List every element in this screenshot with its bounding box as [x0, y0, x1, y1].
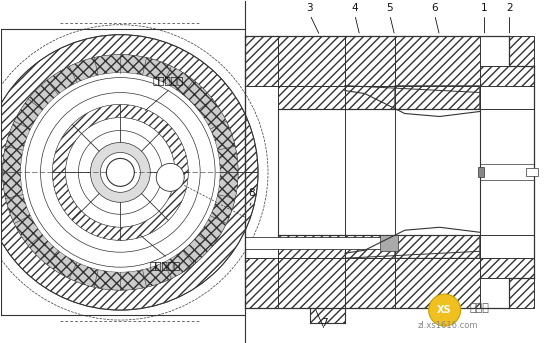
- Polygon shape: [3, 55, 238, 290]
- Text: 5: 5: [386, 3, 393, 13]
- Circle shape: [78, 130, 162, 214]
- Polygon shape: [510, 36, 535, 66]
- Polygon shape: [278, 85, 345, 108]
- Polygon shape: [245, 36, 278, 85]
- Polygon shape: [345, 85, 480, 108]
- Polygon shape: [395, 235, 480, 308]
- Polygon shape: [395, 36, 480, 108]
- Text: 3: 3: [307, 3, 313, 13]
- Polygon shape: [278, 36, 345, 85]
- Polygon shape: [52, 105, 188, 240]
- Polygon shape: [480, 258, 535, 278]
- Bar: [380, 235, 398, 251]
- Polygon shape: [480, 66, 535, 85]
- Text: 资料网: 资料网: [470, 303, 489, 313]
- Circle shape: [106, 158, 134, 186]
- Circle shape: [65, 118, 175, 227]
- Circle shape: [156, 163, 184, 191]
- Polygon shape: [310, 308, 345, 323]
- Text: 2: 2: [506, 3, 513, 13]
- Text: 4: 4: [352, 3, 358, 13]
- Text: 8: 8: [249, 188, 256, 198]
- Polygon shape: [0, 35, 258, 310]
- Polygon shape: [345, 36, 395, 108]
- Text: 7: 7: [322, 318, 328, 328]
- Circle shape: [52, 105, 188, 240]
- Bar: [477, 167, 483, 177]
- Polygon shape: [395, 199, 480, 258]
- Circle shape: [40, 93, 200, 252]
- Circle shape: [429, 294, 461, 326]
- Text: 未取出制件: 未取出制件: [150, 260, 181, 270]
- Polygon shape: [278, 235, 345, 258]
- Text: XS: XS: [437, 305, 452, 315]
- Bar: [245, 237, 395, 249]
- Circle shape: [100, 152, 140, 192]
- Text: 已取出制件: 已取出制件: [153, 75, 184, 86]
- Text: 6: 6: [431, 3, 438, 13]
- Bar: [278, 108, 480, 235]
- Polygon shape: [510, 278, 535, 308]
- Polygon shape: [345, 235, 395, 308]
- Text: zl.xs1616.com: zl.xs1616.com: [417, 321, 478, 330]
- Polygon shape: [395, 85, 480, 145]
- Circle shape: [26, 78, 215, 267]
- Polygon shape: [245, 258, 278, 308]
- Bar: [526, 168, 538, 176]
- Polygon shape: [345, 235, 480, 258]
- Polygon shape: [278, 258, 345, 308]
- Circle shape: [90, 142, 150, 202]
- Text: 1: 1: [481, 3, 488, 13]
